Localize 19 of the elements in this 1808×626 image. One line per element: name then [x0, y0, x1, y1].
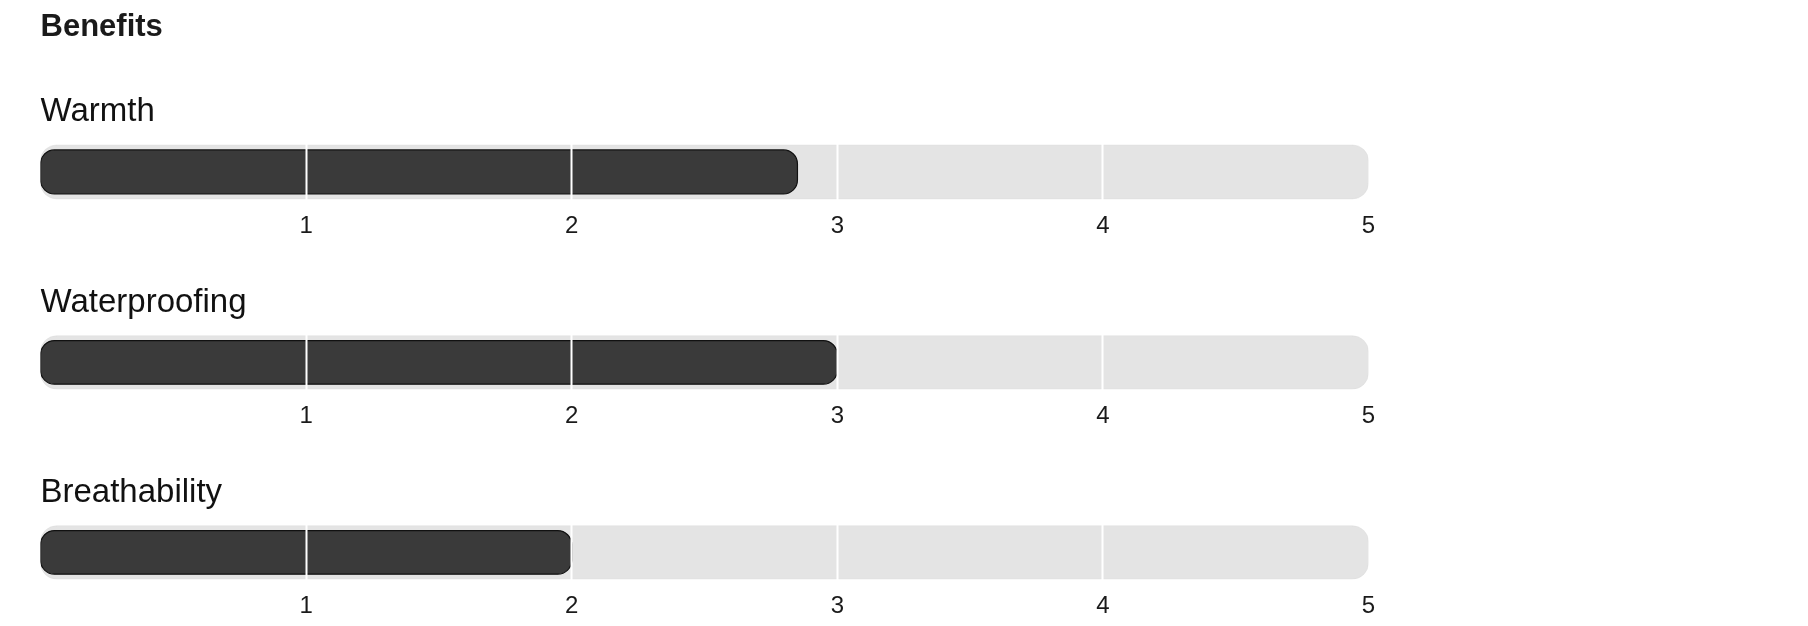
x-tick-label: 4	[1096, 400, 1110, 428]
x-tick-label: 3	[830, 400, 844, 428]
chart-title: Benefits	[40, 7, 163, 43]
x-tick-label: 2	[565, 590, 579, 618]
x-tick-label: 5	[1361, 590, 1376, 618]
x-tick-label: 1	[299, 590, 313, 618]
x-tick-label: 4	[1096, 590, 1110, 618]
y-tick-label: Breathability	[40, 471, 223, 509]
x-tick-label: 1	[299, 400, 313, 428]
x-tick-label: 1	[299, 210, 313, 238]
x-tick-label: 2	[565, 210, 579, 238]
x-tick-label: 2	[565, 400, 579, 428]
x-tick-label: 3	[830, 590, 844, 618]
x-tick-label: 3	[830, 210, 844, 238]
category-label: Waterproofing	[40, 281, 247, 319]
x-tick-label: 5	[1361, 210, 1376, 238]
x-tick-label: 4	[1096, 210, 1110, 238]
category-label: Warmth	[40, 90, 155, 128]
x-tick-label: 5	[1361, 400, 1376, 428]
